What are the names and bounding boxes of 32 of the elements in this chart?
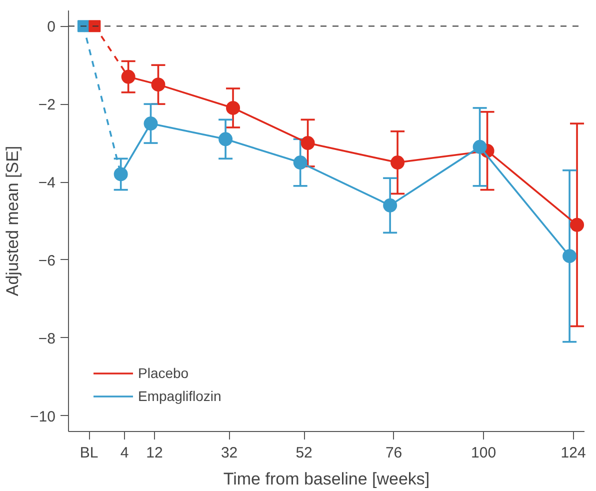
y-tick-label: −8 — [38, 330, 56, 348]
point — [562, 249, 577, 264]
y-tick-label: −6 — [38, 252, 56, 270]
point — [293, 156, 308, 170]
point — [383, 198, 398, 212]
y-tick-label: −2 — [38, 96, 56, 114]
x-tick-label: 124 — [560, 444, 586, 462]
point — [472, 140, 487, 154]
point — [390, 156, 405, 170]
point — [144, 116, 158, 131]
y-tick-label: −4 — [38, 174, 56, 192]
legend-label: Placebo — [138, 365, 189, 381]
x-tick-label: 32 — [220, 444, 238, 462]
point — [570, 218, 584, 232]
x-tick-label: 4 — [120, 444, 129, 462]
x-tick-label: BL — [80, 444, 98, 462]
x-tick-label: 100 — [471, 444, 496, 462]
point — [88, 20, 101, 32]
point — [226, 100, 240, 115]
y-axis-title: Adjusted mean [SE] — [3, 146, 22, 296]
x-tick-label: 12 — [146, 444, 163, 462]
y-tick-label: 0 — [47, 18, 56, 36]
point — [300, 136, 315, 150]
x-tick-label: 52 — [296, 444, 312, 462]
point — [218, 132, 233, 146]
point — [151, 78, 166, 92]
legend-label: Empagliflozin — [138, 388, 222, 404]
point — [114, 167, 128, 182]
y-tick-label: −10 — [30, 408, 56, 426]
x-tick-label: 76 — [385, 444, 402, 462]
x-axis-title: Time from baseline [weeks] — [223, 470, 430, 488]
point — [121, 70, 136, 84]
